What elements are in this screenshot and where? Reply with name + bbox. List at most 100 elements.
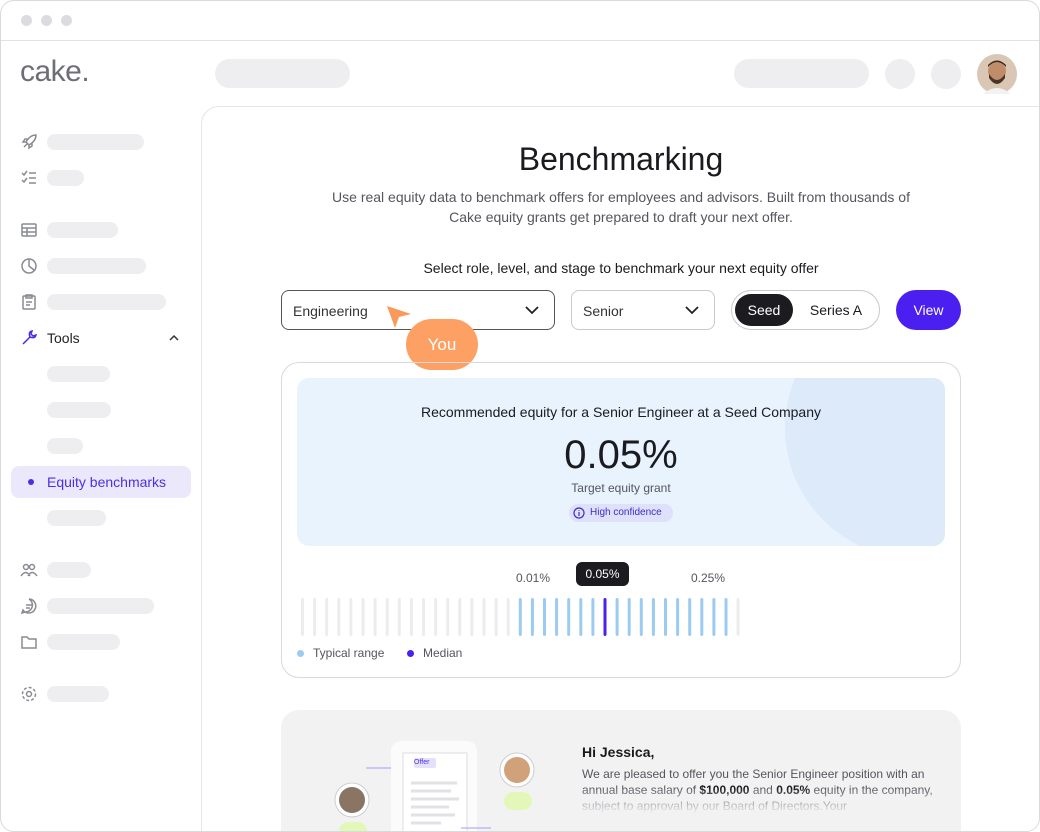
letter-text: We are pleased to offer you the Senior E… — [582, 767, 925, 797]
nav-placeholder[interactable] — [47, 634, 120, 650]
distribution-bar — [446, 598, 450, 636]
settings-icon — [21, 686, 37, 702]
range-bar — [543, 598, 546, 636]
window-dot — [41, 15, 52, 26]
search-placeholder[interactable] — [215, 59, 350, 88]
distribution-bar — [409, 598, 413, 636]
letter-text: equity in the company, subject to approv… — [582, 783, 933, 813]
nav-placeholder[interactable] — [47, 134, 144, 150]
range-bar — [591, 598, 595, 636]
distribution-bar — [337, 598, 341, 636]
distribution-bar — [470, 598, 474, 636]
nav-placeholder[interactable] — [47, 222, 118, 238]
dropdown-chevron — [685, 306, 699, 315]
info-icon — [573, 507, 585, 519]
range-bar — [530, 598, 534, 636]
legend-swatch — [297, 650, 304, 657]
letter-text: 0.05% — [776, 783, 811, 797]
median-tooltip: 0.05% — [576, 562, 629, 586]
nav-placeholder[interactable] — [47, 366, 110, 382]
level-value: Senior — [583, 303, 624, 319]
people-icon — [20, 563, 38, 577]
nav-placeholder[interactable] — [47, 294, 166, 310]
nav-placeholder[interactable] — [47, 562, 91, 578]
range-high-label: 0.25% — [690, 571, 726, 585]
window-dot — [61, 15, 72, 26]
distribution-bars — [301, 598, 740, 636]
clipboard-icon — [22, 294, 36, 310]
nav-tools[interactable]: Tools — [47, 330, 80, 346]
distribution-bar — [482, 598, 486, 636]
range-bar — [712, 598, 716, 636]
distribution-bar — [361, 598, 365, 636]
legend-swatch — [407, 650, 414, 657]
level-select[interactable]: Senior — [571, 290, 715, 330]
dropdown-chevron — [525, 306, 539, 315]
view-button[interactable]: View — [896, 290, 961, 330]
letter-body: We are pleased to offer you the Senior E… — [582, 766, 942, 814]
letter-text: $100,000 — [699, 783, 750, 797]
recommendation-panel — [297, 378, 945, 546]
letter-greeting: Hi Jessica, — [582, 744, 655, 760]
stage-option-selected[interactable]: Seed — [735, 294, 793, 326]
nav-placeholder[interactable] — [47, 686, 109, 702]
distribution-bar — [313, 598, 317, 636]
range-bar — [700, 598, 704, 636]
recommended-value: 0.05% — [564, 433, 678, 477]
recommendation-subtitle: Target equity grant — [571, 481, 671, 495]
chart-icon — [21, 258, 37, 274]
range-bar — [567, 598, 571, 636]
nav-placeholder[interactable] — [734, 59, 869, 88]
distribution-bar — [422, 598, 425, 636]
range-bar — [579, 598, 583, 636]
distribution-bar — [385, 598, 389, 636]
table-icon — [21, 223, 37, 237]
nav-equity-benchmarks[interactable]: Equity benchmarks — [47, 474, 167, 490]
nav-placeholder[interactable] — [47, 598, 154, 614]
nav-placeholder[interactable] — [47, 170, 84, 186]
distribution-bar — [736, 598, 740, 636]
cursor-pointer — [387, 306, 411, 328]
range-bar — [555, 598, 559, 636]
page-description: Use real equity data to benchmark offers… — [332, 189, 910, 225]
benchmark-card — [281, 362, 961, 678]
cursor-label: You — [406, 319, 478, 370]
active-nav-item[interactable] — [11, 466, 191, 498]
range-bar — [688, 598, 692, 636]
nav-placeholder[interactable] — [47, 402, 111, 418]
nav-icon[interactable] — [885, 59, 915, 89]
range-bar — [651, 598, 655, 636]
distribution-bar — [458, 598, 462, 636]
distribution-bar — [506, 598, 510, 636]
range-bar — [724, 598, 728, 636]
distribution-bar — [325, 598, 329, 636]
stage-option[interactable]: Series A — [809, 302, 863, 318]
median-bar — [603, 598, 607, 636]
legend-label: Typical range — [313, 646, 385, 660]
role-value: Engineering — [293, 303, 368, 319]
distribution-bar — [301, 598, 304, 636]
letter-text: and — [749, 783, 777, 797]
checklist-icon — [21, 170, 36, 184]
recommendation-caption: Recommended equity for a Senior Engineer… — [420, 404, 821, 420]
nav-placeholder[interactable] — [47, 258, 146, 274]
title-bar — [1, 1, 1039, 41]
distribution-bar — [349, 598, 353, 636]
active-dot — [28, 479, 34, 485]
user-avatar[interactable] — [977, 54, 1017, 94]
range-bar — [615, 598, 619, 636]
distribution-bar — [494, 598, 498, 636]
collapse-chevron[interactable] — [168, 332, 180, 344]
nav-icon[interactable] — [931, 59, 961, 89]
nav-placeholder[interactable] — [47, 438, 83, 454]
range-low-label: 0.01% — [515, 571, 551, 585]
offer-illustration — [334, 741, 535, 831]
nav-placeholder[interactable] — [47, 510, 106, 526]
window-dot — [21, 15, 32, 26]
range-bar — [676, 598, 680, 636]
logo[interactable]: cake. — [20, 55, 90, 88]
range-bar — [518, 598, 522, 636]
range-bar — [627, 598, 631, 636]
distribution-bar — [434, 598, 438, 636]
stage-toggle — [731, 290, 880, 330]
